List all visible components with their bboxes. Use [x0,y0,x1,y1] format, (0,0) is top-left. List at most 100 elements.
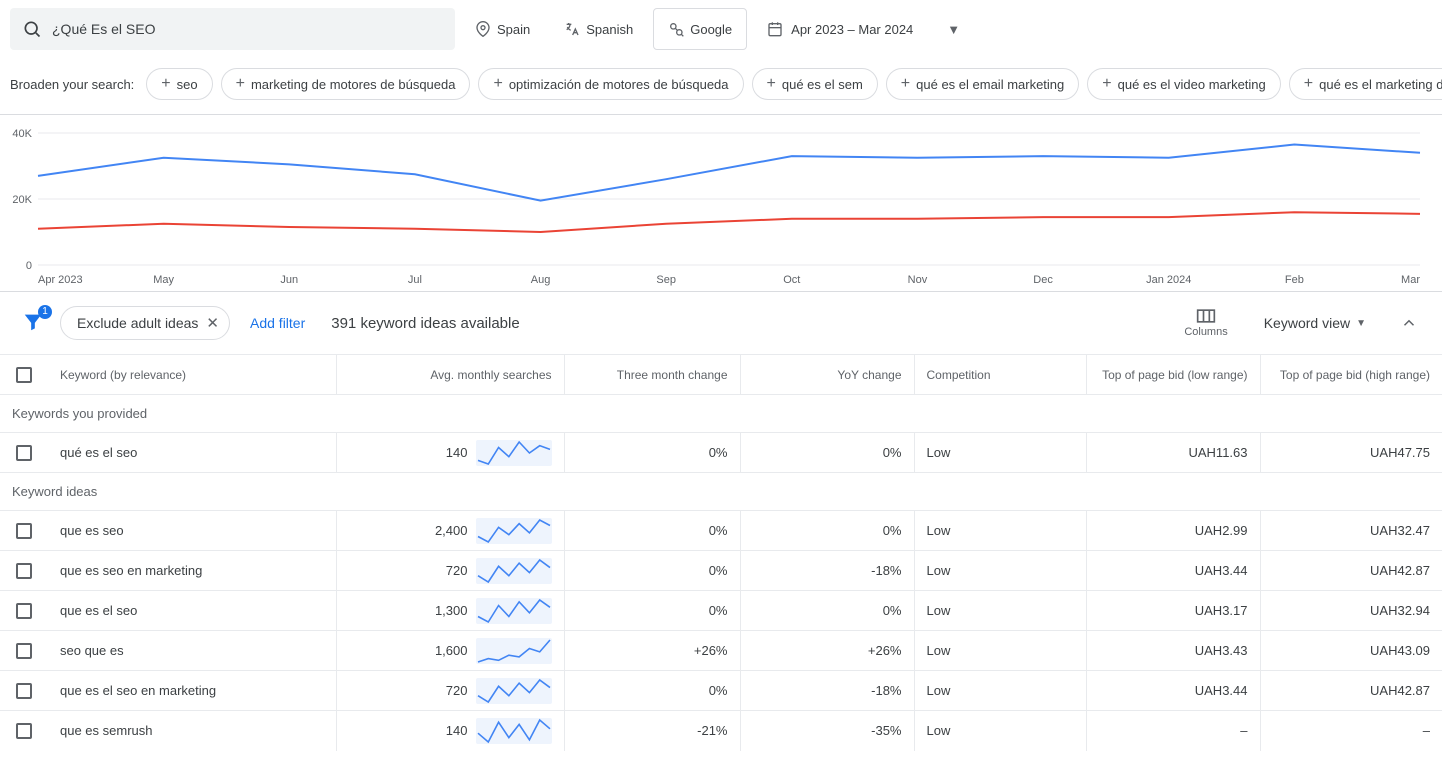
keyword-table: Keyword (by relevance) Avg. monthly sear… [0,354,1442,751]
location-label: Spain [497,22,530,37]
svg-text:Mar: Mar [1401,274,1420,286]
row-checkbox[interactable] [16,445,32,461]
pin-icon [475,21,491,37]
pill-remove-icon[interactable]: ✕ [206,314,219,332]
cell-three-month: 0% [564,511,740,551]
row-checkbox[interactable] [16,723,32,739]
table-row[interactable]: que es seo2,4000%0%LowUAH2.99UAH32.47 [0,511,1442,551]
cell-avg: 1,600 [336,631,564,671]
chip-label: optimización de motores de búsqueda [509,77,729,92]
cell-yoy: -35% [740,711,914,751]
cell-yoy: 0% [740,511,914,551]
search-icon [22,19,42,39]
select-all-checkbox[interactable] [16,367,32,383]
cell-keyword: que es seo en marketing [48,551,336,591]
cell-yoy: +26% [740,631,914,671]
table-row[interactable]: seo que es1,600+26%+26%LowUAH3.43UAH43.0… [0,631,1442,671]
cell-yoy: -18% [740,671,914,711]
cell-bid-high: – [1260,711,1442,751]
plus-icon: + [1304,76,1313,92]
location-control[interactable]: Spain [461,8,544,50]
date-range-control[interactable]: Apr 2023 – Mar 2024 ▼ [753,8,974,50]
row-checkbox[interactable] [16,603,32,619]
filter-icon-button[interactable]: 1 [22,311,44,336]
col-bid-high[interactable]: Top of page bid (high range) [1260,355,1442,395]
row-checkbox[interactable] [16,523,32,539]
svg-text:0: 0 [26,260,32,272]
col-keyword[interactable]: Keyword (by relevance) [48,355,336,395]
table-row[interactable]: qué es el seo1400%0%LowUAH11.63UAH47.75 [0,433,1442,473]
table-row[interactable]: que es semrush140-21%-35%Low–– [0,711,1442,751]
ideas-summary: 391 keyword ideas available [331,315,519,332]
calendar-icon [767,21,783,37]
row-checkbox[interactable] [16,643,32,659]
cell-yoy: 0% [740,591,914,631]
cell-competition: Low [914,671,1086,711]
search-box[interactable] [10,8,455,50]
svg-text:Nov: Nov [908,274,928,286]
svg-text:Aug: Aug [531,274,551,286]
row-checkbox[interactable] [16,563,32,579]
active-filter-pill[interactable]: Exclude adult ideas ✕ [60,306,230,340]
cell-keyword: que es el seo [48,591,336,631]
broaden-chip[interactable]: +qué es el email marketing [886,68,1079,100]
dropdown-caret-icon: ▼ [1356,318,1366,329]
broaden-chip[interactable]: + qué es el marketing de contenidos [1289,68,1442,100]
cell-keyword: seo que es [48,631,336,671]
cell-competition: Low [914,631,1086,671]
trend-chart: 40K20K0Apr 2023MayJunJulAugSepOctNovDecJ… [0,121,1442,291]
cell-bid-low: UAH11.63 [1086,433,1260,473]
cell-bid-low: UAH3.17 [1086,591,1260,631]
language-control[interactable]: Spanish [550,8,647,50]
table-row[interactable]: que es el seo en marketing7200%-18%LowUA… [0,671,1442,711]
dropdown-caret-icon: ▼ [947,22,960,37]
broaden-chip[interactable]: +qué es el sem [752,68,878,100]
cell-bid-low: UAH2.99 [1086,511,1260,551]
plus-icon: + [161,76,170,92]
cell-keyword: que es el seo en marketing [48,671,336,711]
cell-competition: Low [914,711,1086,751]
cell-bid-high: UAH42.87 [1260,551,1442,591]
chips-container: +seo+marketing de motores de búsqueda+op… [146,68,1442,100]
svg-text:Jun: Jun [280,274,298,286]
cell-avg: 2,400 [336,511,564,551]
table-row[interactable]: que es seo en marketing7200%-18%LowUAH3.… [0,551,1442,591]
broaden-chip[interactable]: +marketing de motores de búsqueda [221,68,471,100]
chevron-up-icon [1400,314,1418,332]
tools-row: 1 Exclude adult ideas ✕ Add filter 391 k… [0,292,1442,354]
chip-label: qué es el sem [782,77,863,92]
cell-avg: 1,300 [336,591,564,631]
engine-control[interactable]: Google [653,8,747,50]
sparkline [476,558,552,584]
keyword-view-dropdown[interactable]: Keyword view ▼ [1250,315,1380,331]
col-bid-low[interactable]: Top of page bid (low range) [1086,355,1260,395]
cell-three-month: 0% [564,591,740,631]
cell-avg: 720 [336,671,564,711]
cell-bid-high: UAH32.47 [1260,511,1442,551]
svg-text:Apr 2023: Apr 2023 [38,274,83,286]
broaden-chip[interactable]: +seo [146,68,212,100]
plus-icon: + [236,76,245,92]
cell-competition: Low [914,511,1086,551]
expand-button[interactable] [1388,302,1430,344]
sparkline [476,638,552,664]
broaden-chip[interactable]: +optimización de motores de búsqueda [478,68,743,100]
col-competition[interactable]: Competition [914,355,1086,395]
search-engine-icon [668,21,684,37]
table-row[interactable]: que es el seo1,3000%0%LowUAH3.17UAH32.94 [0,591,1442,631]
col-three-month[interactable]: Three month change [564,355,740,395]
col-yoy[interactable]: YoY change [740,355,914,395]
col-avg[interactable]: Avg. monthly searches [336,355,564,395]
search-input[interactable] [52,21,443,37]
chip-label: qué es el marketing de contenidos [1319,77,1442,92]
add-filter-button[interactable]: Add filter [238,315,317,331]
svg-text:Jan 2024: Jan 2024 [1146,274,1191,286]
cell-competition: Low [914,591,1086,631]
row-checkbox[interactable] [16,683,32,699]
cell-three-month: 0% [564,671,740,711]
table-section-header: Keywords you provided [0,395,1442,433]
section-title: Keyword ideas [0,473,1442,511]
broaden-chip[interactable]: +qué es el video marketing [1087,68,1281,100]
columns-button[interactable]: Columns [1170,308,1241,338]
svg-text:40K: 40K [12,128,32,140]
